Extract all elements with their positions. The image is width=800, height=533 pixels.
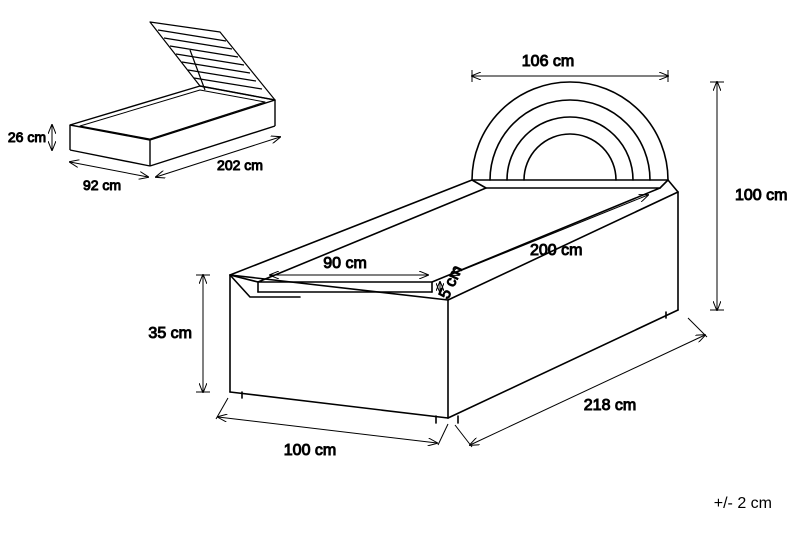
dim-inset-height: 26 cm (8, 129, 46, 145)
dimension-lines: 106 cm 100 cm 200 cm 90 cm 5 cm 218 cm 1… (148, 53, 787, 459)
dim-mattress-width: 90 cm (323, 255, 367, 272)
bed-body (230, 192, 678, 423)
dim-mattress-length: 200 cm (530, 242, 582, 259)
dim-headboard-width: 106 cm (522, 53, 574, 70)
bed-dimension-diagram: 106 cm 100 cm 200 cm 90 cm 5 cm 218 cm 1… (0, 0, 800, 533)
dim-inset-length: 202 cm (217, 157, 263, 173)
dim-bed-width: 100 cm (284, 442, 336, 459)
tolerance-note: +/- 2 cm (714, 495, 772, 513)
dim-inset-width: 92 cm (83, 177, 121, 193)
dim-overall-height: 100 cm (735, 187, 787, 204)
headboard (472, 82, 668, 180)
dim-side-height: 35 cm (148, 325, 192, 342)
inset-storage-drawing: 26 cm 92 cm 202 cm (8, 22, 280, 193)
main-bed-drawing (230, 82, 678, 423)
dim-recess: 5 cm (436, 263, 466, 302)
dim-bed-length: 218 cm (584, 397, 636, 414)
